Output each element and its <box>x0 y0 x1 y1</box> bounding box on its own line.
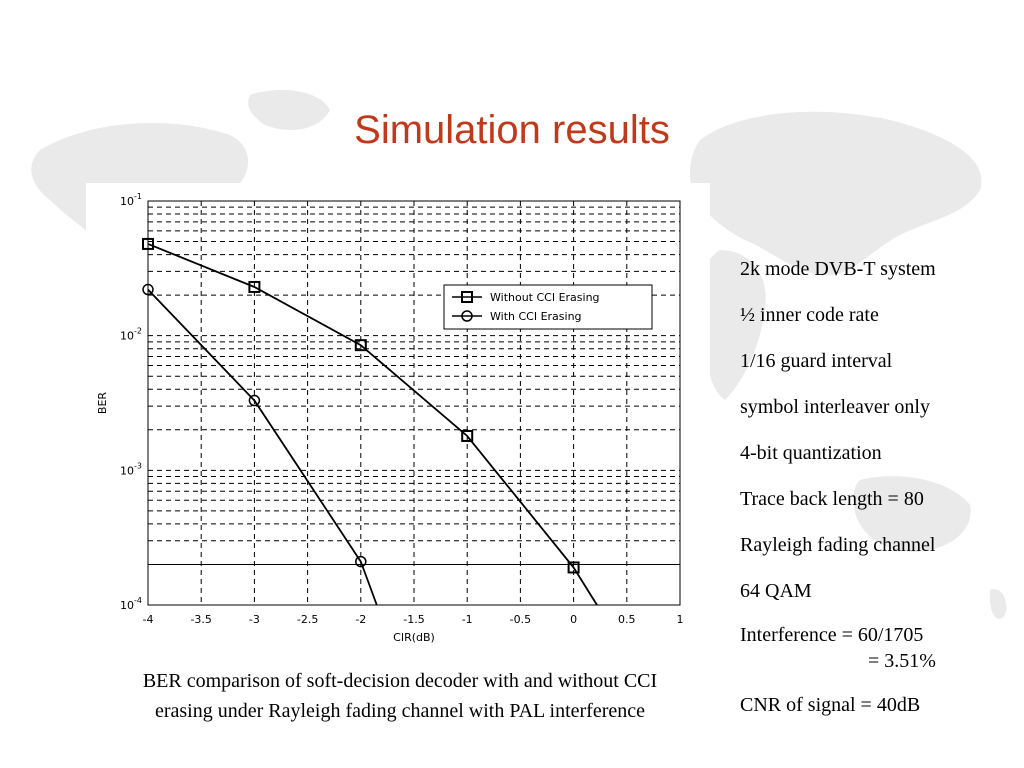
tick-labels: -4 -3.5 -3 -2.5 -2 -1.5 -1 -0.5 0 0.5 1 10-4 10-3 10-… <box>120 192 684 626</box>
square-marker <box>461 429 474 442</box>
circle-marker <box>248 394 261 407</box>
y-tick-label: 10-2 <box>120 327 142 343</box>
ber-chart: -4 -3.5 -3 -2.5 -2 -1.5 -1 -0.5 0 0.5 1 10-4 10-3 10-… <box>96 192 684 644</box>
square-marker <box>567 561 580 574</box>
param-interference-percent: = 3.51% <box>868 650 936 672</box>
data-series <box>142 237 598 606</box>
series-square <box>142 237 598 606</box>
x-tick-label: -2 <box>355 613 366 626</box>
chart-legend: Without CCI Erasing With CCI Erasing <box>443 284 653 330</box>
y-tick-exponent: -1 <box>134 192 142 201</box>
simulation-parameters: 2k mode DVB-T system ½ inner code rate 1… <box>740 254 1022 736</box>
x-axis-label: CIR(dB) <box>393 631 435 644</box>
param-modulation: 64 QAM <box>740 580 812 602</box>
y-tick-exponent: -2 <box>134 327 142 336</box>
param-system: 2k mode DVB-T system <box>740 258 936 280</box>
ber-chart-panel: -4 -3.5 -3 -2.5 -2 -1.5 -1 -0.5 0 0.5 1 10-4 10-3 10-… <box>86 183 710 655</box>
plot-frame <box>147 200 681 606</box>
circle-marker <box>355 555 367 568</box>
y-tick-label: 10-3 <box>120 461 142 477</box>
y-tick-exponent: -3 <box>134 461 142 470</box>
figure-caption: BER comparison of soft-decision decoder … <box>60 666 740 726</box>
caption-line-1: BER comparison of soft-decision decoder … <box>142 670 658 692</box>
series-line <box>147 243 598 606</box>
legend-box <box>443 284 653 330</box>
square-marker <box>142 237 154 250</box>
x-tick-label: -3.5 <box>190 613 211 626</box>
slide-title: Simulation results <box>354 108 670 152</box>
param-interference-ratio: Interference = 60/1705 <box>740 624 924 646</box>
square-marker <box>461 291 473 303</box>
param-cnr: CNR of signal = 40dB <box>740 694 921 716</box>
x-tick-label: -2.5 <box>297 613 318 626</box>
legend-entry: With CCI Erasing <box>490 310 582 323</box>
x-tick-label: -4 <box>143 613 154 626</box>
param-guard-interval: 1/16 guard interval <box>740 350 893 372</box>
circle-marker <box>142 283 154 296</box>
param-quantization: 4-bit quantization <box>740 442 882 464</box>
y-tick-label: 10-1 <box>120 192 142 208</box>
x-tick-label: 0 <box>570 613 577 626</box>
series-line <box>147 288 378 606</box>
param-trace-back: Trace back length = 80 <box>740 488 924 510</box>
x-tick-label: -3 <box>249 613 260 626</box>
param-interference: Interference = 60/1705 = 3.51% <box>740 622 1022 690</box>
x-tick-label: 1 <box>677 613 684 626</box>
param-channel: Rayleigh fading channel <box>740 534 936 556</box>
circle-marker <box>461 310 473 322</box>
square-marker <box>354 339 367 352</box>
x-tick-label: 0.5 <box>618 613 636 626</box>
y-tick-exponent: -4 <box>134 596 142 605</box>
series-circle <box>142 283 378 606</box>
param-code-rate: ½ inner code rate <box>740 304 879 326</box>
caption-line-2: erasing under Rayleigh fading channel wi… <box>154 700 646 722</box>
y-tick-label: 10-4 <box>120 596 142 612</box>
x-tick-label: -0.5 <box>510 613 531 626</box>
chart-grid <box>148 201 680 605</box>
param-interleaver: symbol interleaver only <box>740 396 930 418</box>
x-tick-label: -1.5 <box>403 613 424 626</box>
y-axis-label: BER <box>96 392 109 414</box>
square-marker <box>248 280 261 293</box>
x-tick-label: -1 <box>462 613 473 626</box>
legend-entry: Without CCI Erasing <box>490 291 600 304</box>
